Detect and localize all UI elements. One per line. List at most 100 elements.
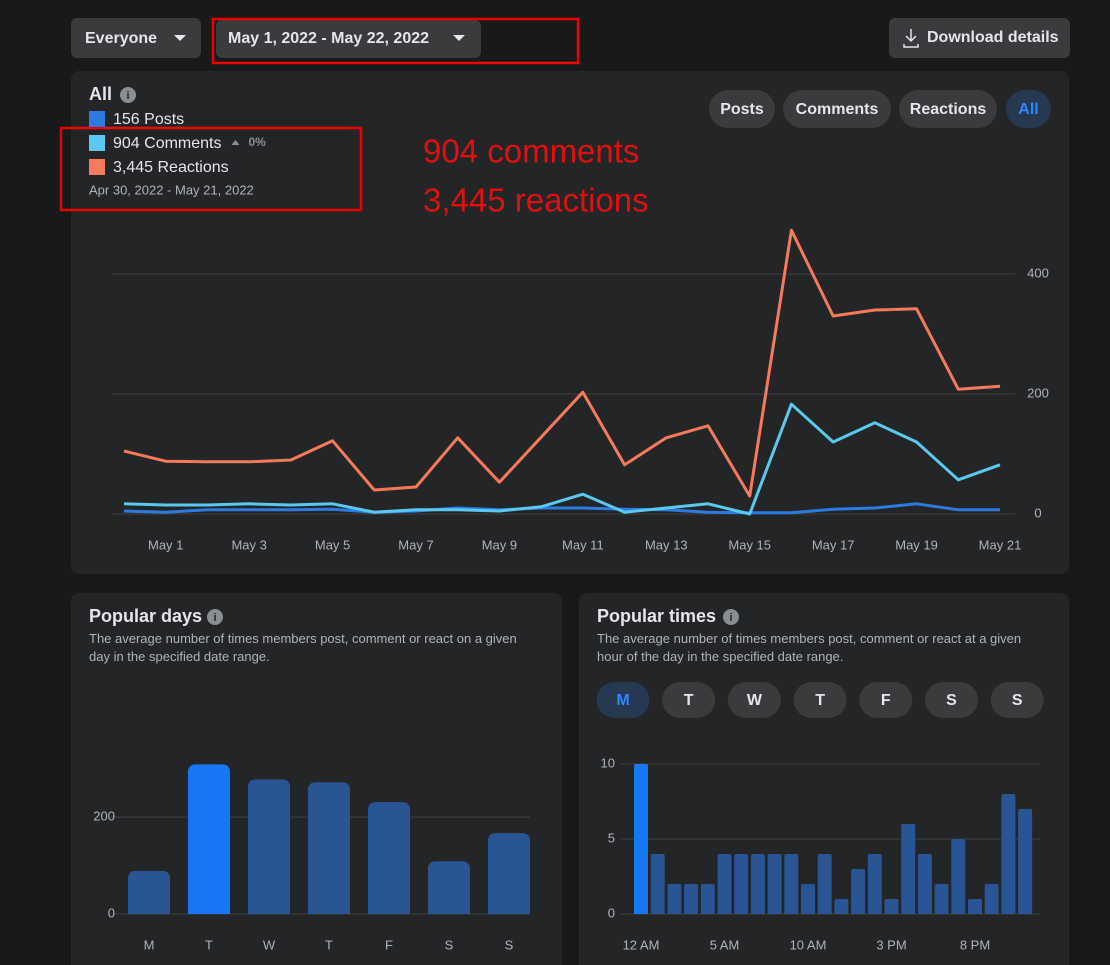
bar	[867, 854, 882, 914]
times-description: The average number of times members post…	[597, 631, 1022, 664]
tab-label: Posts	[720, 101, 764, 118]
tab[interactable]	[899, 90, 997, 128]
date-label: May 1, 2022 - May 22, 2022	[228, 30, 429, 47]
day-tab-label: F	[881, 692, 891, 709]
bar	[428, 861, 470, 914]
bar	[767, 854, 782, 914]
y-tick-label: 200	[93, 809, 115, 824]
x-tick-label: May 11	[562, 537, 604, 552]
caret	[453, 35, 465, 41]
x-tick-label: May 21	[979, 537, 1022, 552]
x-tick-label: May 1	[148, 537, 183, 552]
day-tab-label: T	[815, 692, 825, 709]
date-button[interactable]	[216, 20, 481, 58]
bar	[784, 854, 799, 914]
line-series	[123, 228, 1001, 498]
legend-swatch	[89, 159, 105, 175]
x-tick-label: May 15	[728, 537, 771, 552]
overview-card	[71, 71, 1069, 574]
y-tick-label: 200	[1027, 385, 1049, 400]
bar	[934, 884, 949, 914]
day-tab[interactable]	[859, 682, 913, 718]
change-label: 0%	[249, 135, 267, 149]
info-icon[interactable]	[723, 609, 739, 625]
legend-label: 904 Comments	[113, 135, 222, 152]
day-tab-label: S	[946, 692, 957, 709]
highlight-box	[59, 126, 363, 212]
audience-button[interactable]	[71, 18, 201, 58]
day-tab[interactable]	[596, 682, 650, 718]
download-icon	[903, 29, 919, 48]
bar	[634, 764, 648, 914]
x-tick-label: 10 AM	[790, 937, 827, 952]
y-tick-label: 5	[608, 830, 615, 845]
info-glyph: i	[126, 90, 129, 102]
info-glyph: i	[729, 612, 732, 624]
x-tick-label: 8 PM	[960, 937, 990, 952]
bar	[851, 869, 866, 914]
line-series	[123, 402, 1001, 516]
x-tick-label: S	[505, 937, 514, 952]
day-tab[interactable]	[990, 682, 1044, 718]
bar	[734, 854, 749, 914]
chart-title: Popular days	[89, 606, 202, 626]
bar	[248, 779, 290, 914]
day-tab-label: T	[684, 692, 694, 709]
x-tick-label: May 5	[315, 537, 350, 552]
bar	[700, 884, 715, 914]
day-tab-label: S	[1012, 692, 1023, 709]
day-tab[interactable]	[925, 682, 978, 718]
x-tick-label: T	[325, 937, 333, 952]
tab-label: Reactions	[910, 101, 987, 118]
tab[interactable]	[1006, 90, 1051, 128]
x-tick-label: 5 AM	[710, 937, 740, 952]
bar	[1018, 809, 1033, 914]
line-series	[123, 502, 1000, 515]
days-description: The average number of times members post…	[89, 631, 517, 664]
download-button[interactable]	[889, 18, 1070, 58]
day-tab[interactable]	[727, 682, 781, 718]
bar	[968, 899, 982, 914]
bar	[834, 899, 849, 914]
info-icon[interactable]	[207, 609, 223, 625]
y-tick-label: 0	[108, 905, 115, 920]
x-tick-label: May 13	[645, 537, 688, 552]
x-tick-label: M	[144, 937, 155, 952]
legend-swatch	[89, 111, 105, 127]
legend-swatch	[89, 135, 105, 151]
y-tick-label: 0	[608, 905, 615, 920]
tab-label: Comments	[796, 101, 879, 118]
x-tick-label: May 19	[895, 537, 938, 552]
info-icon[interactable]	[120, 87, 136, 103]
bar	[917, 854, 932, 914]
x-tick-label: W	[263, 937, 276, 952]
bar	[750, 854, 765, 914]
bar	[984, 884, 999, 914]
bar	[368, 802, 410, 914]
day-tab[interactable]	[662, 682, 716, 718]
day-tab-label: M	[616, 692, 629, 709]
bar	[884, 899, 899, 914]
x-tick-label: 12 AM	[623, 937, 660, 952]
audience-label: Everyone	[85, 30, 157, 47]
x-tick-label: May 9	[482, 537, 517, 552]
change-arrow	[231, 140, 240, 145]
x-tick-label: F	[385, 937, 393, 952]
x-tick-label: May 7	[398, 537, 433, 552]
x-tick-label: May 3	[231, 537, 266, 552]
bar	[128, 870, 170, 914]
bar	[308, 782, 350, 914]
bar	[1001, 794, 1016, 914]
download-label: Download details	[927, 29, 1059, 46]
legend-label: 156 Posts	[113, 111, 184, 128]
caret	[174, 35, 186, 41]
chart-title: Popular times	[597, 606, 716, 626]
day-tab[interactable]	[793, 682, 847, 718]
tab[interactable]	[709, 90, 775, 128]
tab[interactable]	[783, 90, 891, 128]
x-tick-label: S	[445, 937, 454, 952]
bar	[801, 884, 815, 914]
bar	[188, 764, 230, 914]
